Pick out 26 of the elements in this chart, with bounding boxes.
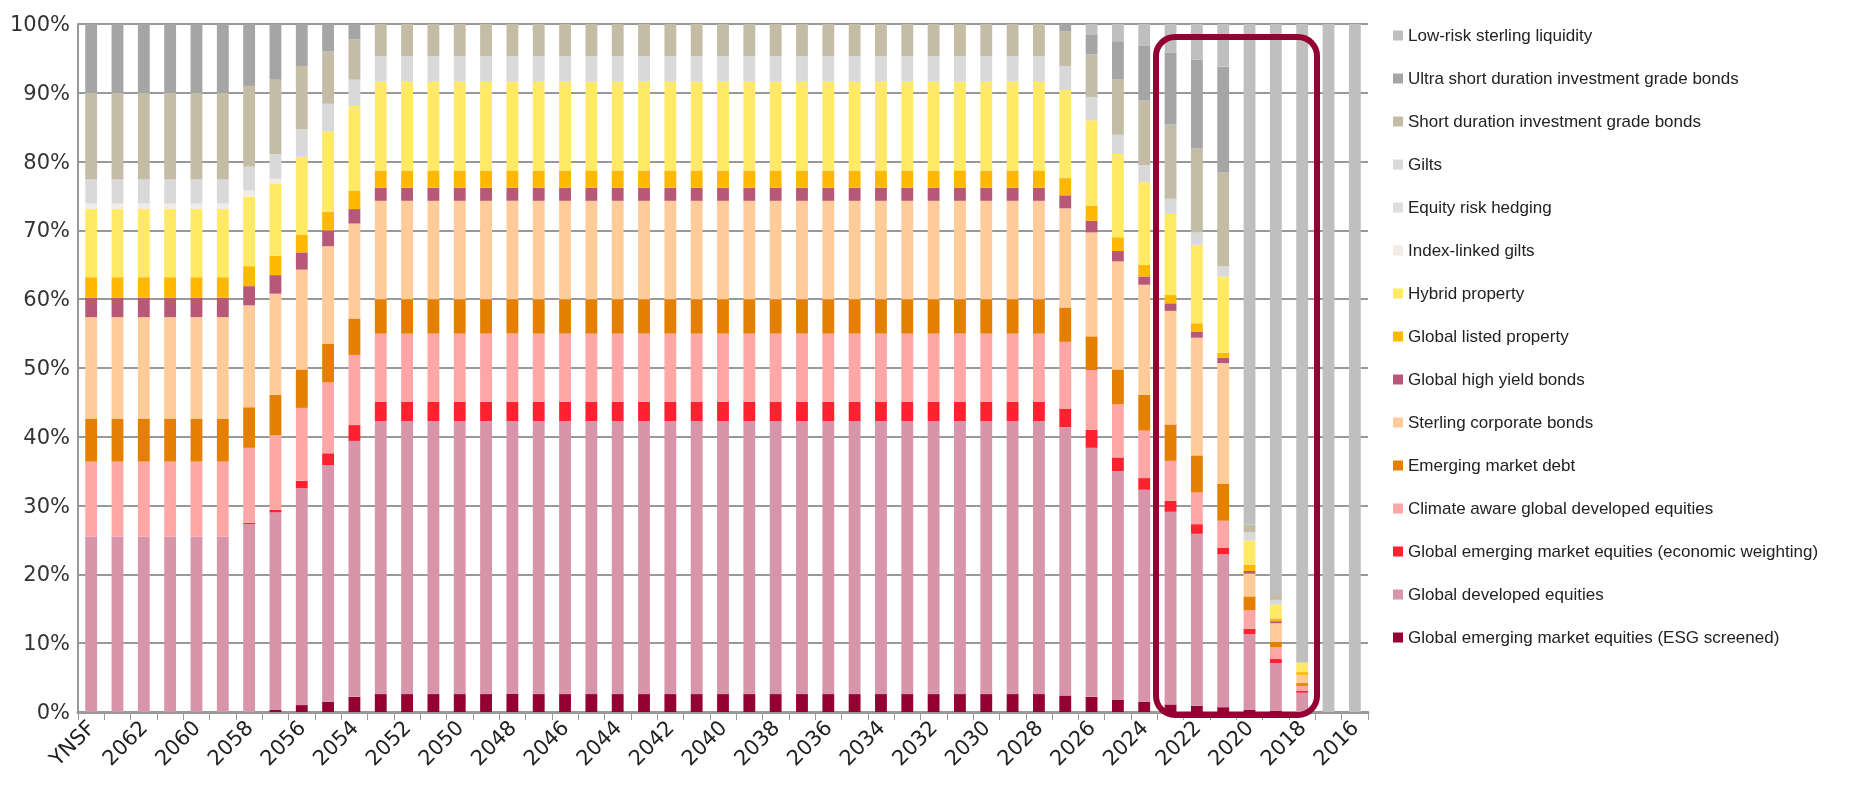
legend-label: Equity risk hedging bbox=[1408, 198, 1552, 217]
y-tick-label: 20% bbox=[23, 562, 70, 587]
legend-label: Global listed property bbox=[1408, 327, 1570, 346]
legend-label: Global emerging market equities (economic weighting) bbox=[1408, 542, 1819, 561]
legend-label: Global developed equities bbox=[1408, 585, 1604, 604]
legend-label: Gilts bbox=[1408, 155, 1442, 174]
legend-label: Hybrid property bbox=[1408, 284, 1525, 303]
y-tick-label: 100% bbox=[9, 12, 70, 36]
legend-label: Index-linked gilts bbox=[1408, 241, 1535, 260]
legend-label: Climate aware global developed equities bbox=[1408, 499, 1714, 518]
y-tick-label: 30% bbox=[23, 493, 70, 518]
legend-label: Low-risk sterling liquidity bbox=[1408, 26, 1593, 45]
y-tick-label: 10% bbox=[23, 631, 70, 656]
y-tick-label: 60% bbox=[23, 287, 70, 312]
y-tick-label: 80% bbox=[23, 149, 70, 174]
legend-label: Global emerging market equities (ESG screened) bbox=[1408, 628, 1780, 647]
y-tick-label: 90% bbox=[23, 80, 70, 105]
y-tick-label: 50% bbox=[23, 356, 70, 380]
y-tick-label: 0% bbox=[36, 700, 70, 724]
y-tick-label: 70% bbox=[23, 218, 70, 243]
legend-label: Short duration investment grade bonds bbox=[1408, 112, 1701, 131]
legend-label: Sterling corporate bonds bbox=[1408, 413, 1594, 432]
legend-label: Global high yield bonds bbox=[1408, 370, 1585, 389]
legend-label: Emerging market debt bbox=[1408, 456, 1576, 475]
legend-label: Ultra short duration investment grade bonds bbox=[1408, 69, 1739, 88]
y-tick-label: 40% bbox=[23, 424, 70, 449]
